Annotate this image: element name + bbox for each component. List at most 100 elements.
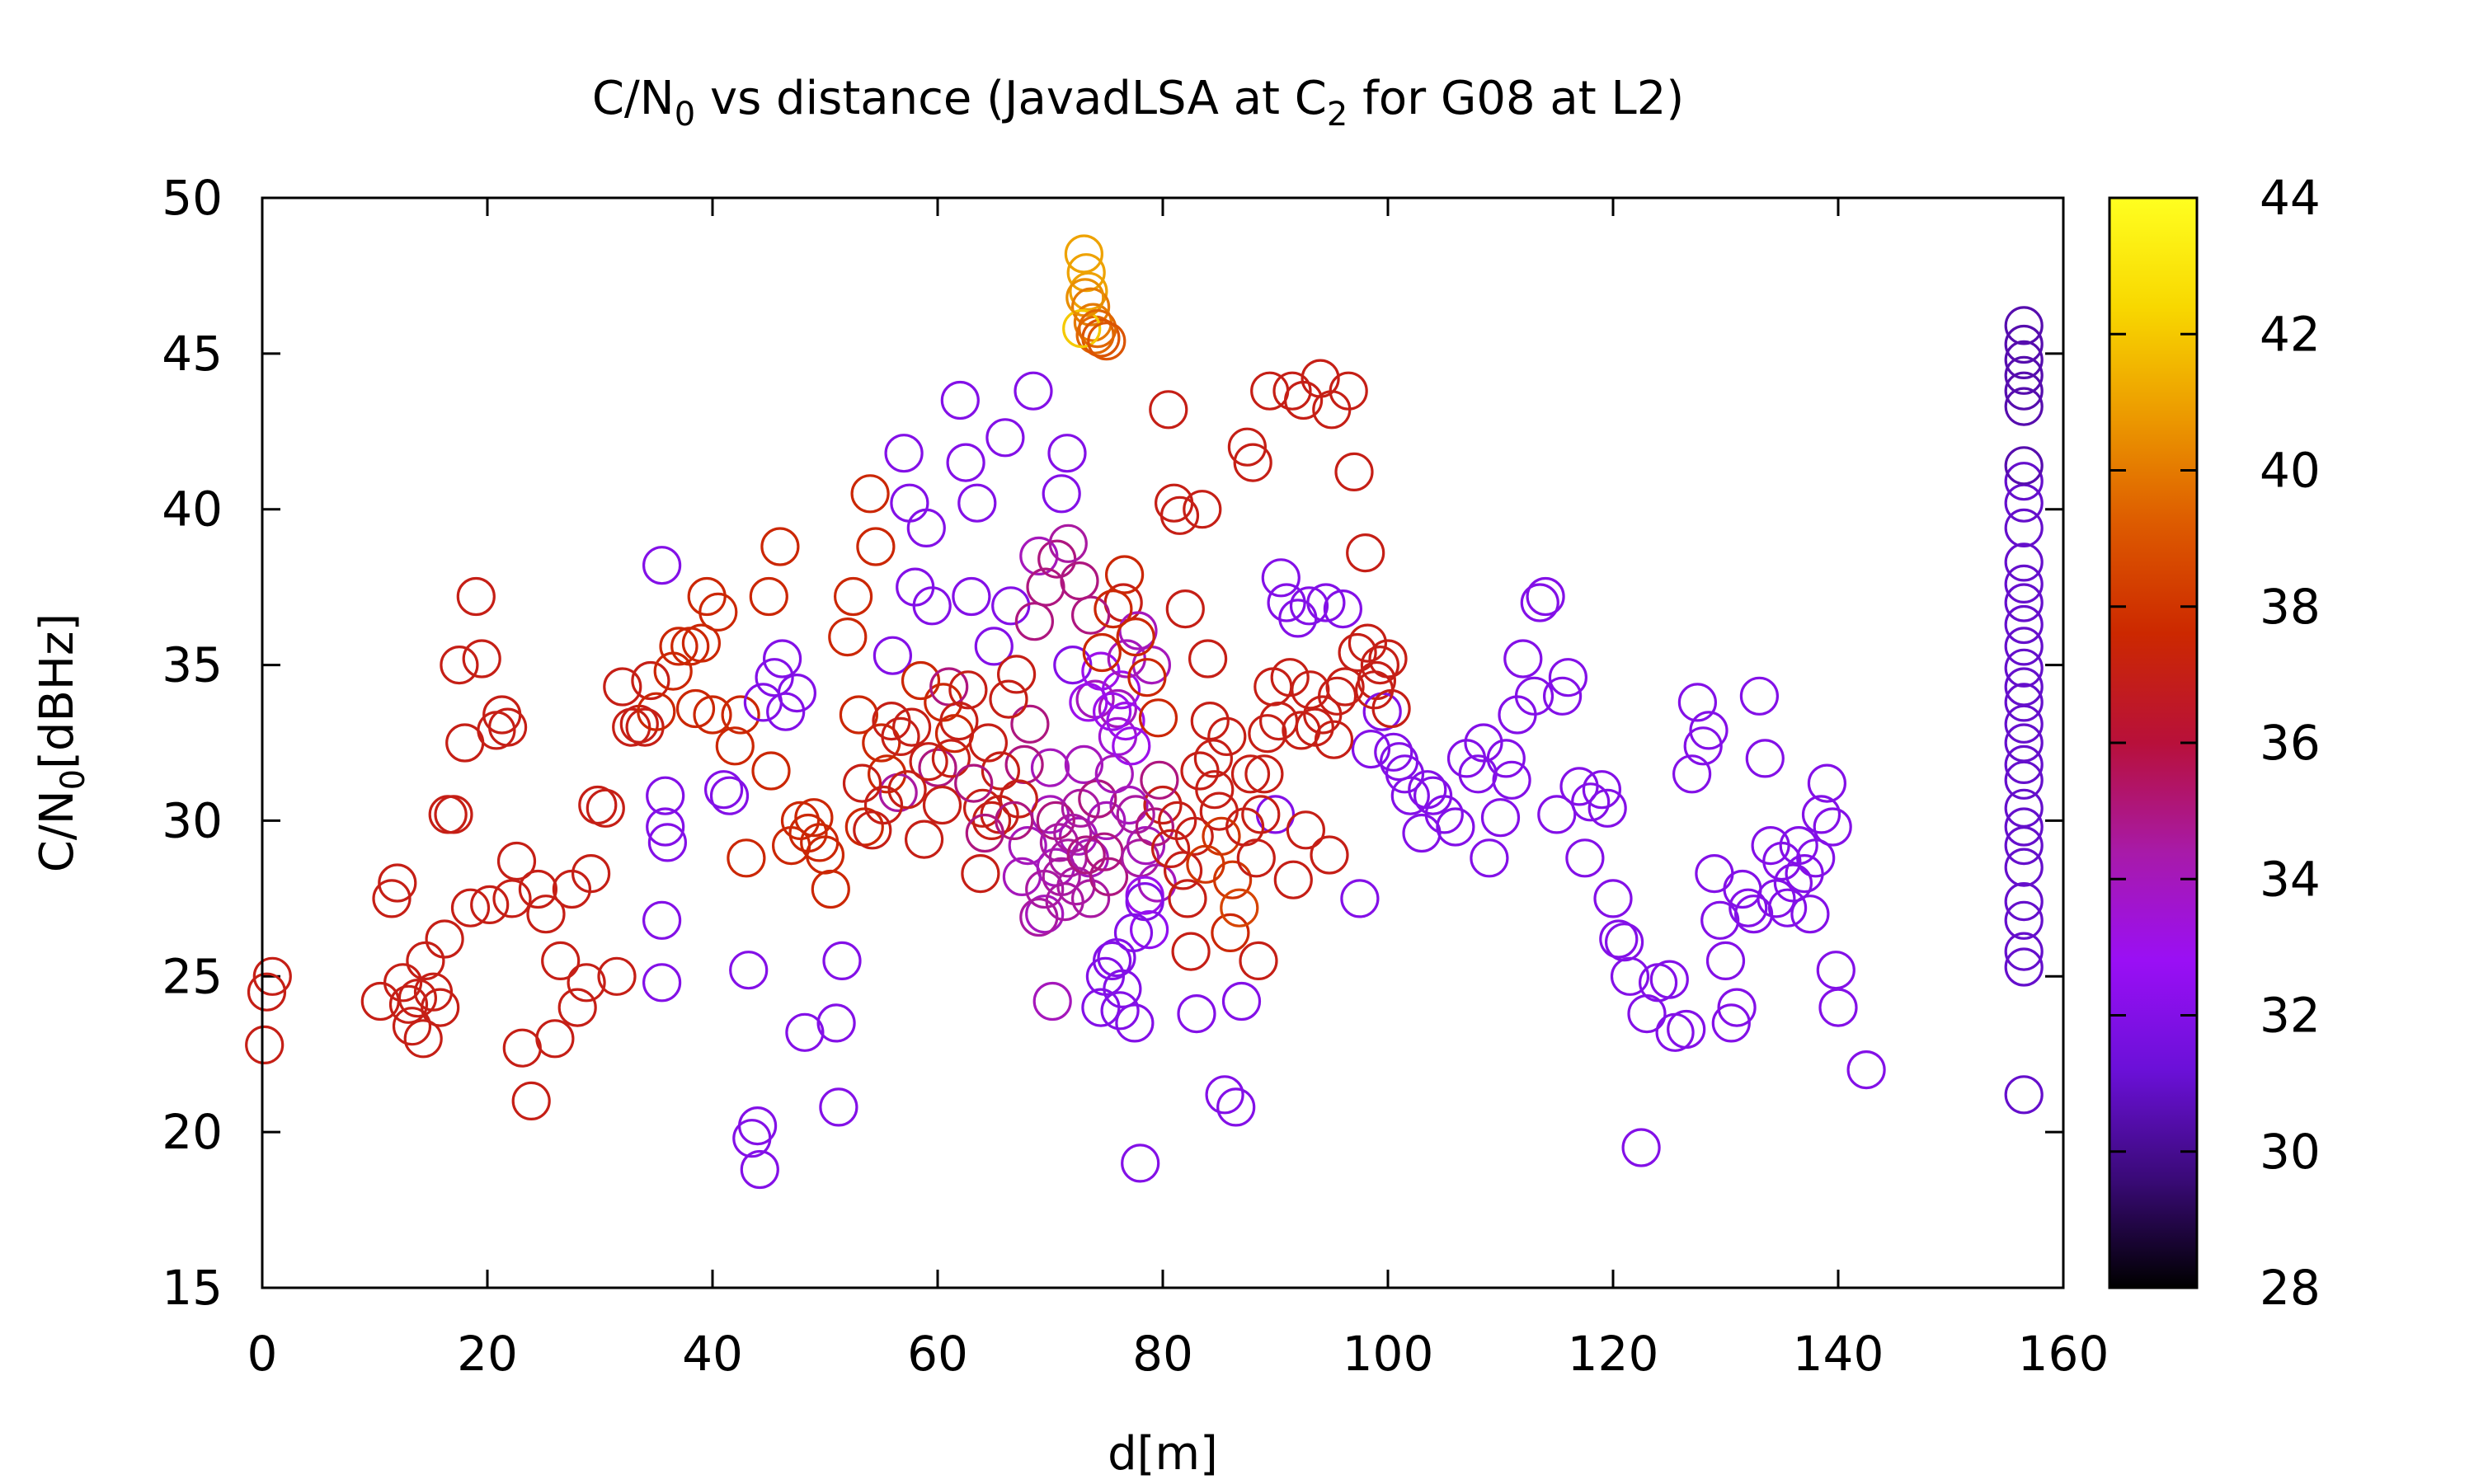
- data-points: [245, 234, 2044, 1190]
- data-point: [456, 576, 496, 617]
- data-point: [1230, 754, 1271, 794]
- data-point: [1729, 888, 1768, 928]
- data-point: [2004, 627, 2044, 666]
- data-point: [2004, 604, 2044, 645]
- data-point: [1104, 555, 1145, 594]
- y-axis-label: C/N0[dBHz]: [31, 613, 92, 872]
- data-point: [1062, 309, 1102, 349]
- data-point: [1683, 726, 1723, 766]
- data-point: [492, 879, 532, 918]
- data-point: [1325, 667, 1365, 707]
- data-point: [1135, 807, 1175, 847]
- data-point: [2004, 947, 2044, 987]
- data-point: [372, 879, 412, 918]
- data-point: [946, 443, 985, 482]
- data-point: [965, 813, 1004, 853]
- data-point: [989, 679, 1028, 719]
- data-point: [974, 627, 1014, 666]
- data-point: [1032, 981, 1072, 1021]
- data-point: [1340, 879, 1380, 918]
- data-point: [2004, 324, 2044, 364]
- data-point: [887, 770, 927, 810]
- data-point: [1082, 632, 1122, 673]
- colorbar-tick-label: 40: [2260, 443, 2321, 499]
- data-point: [1745, 739, 1785, 778]
- data-point: [1025, 895, 1065, 934]
- data-point: [1087, 801, 1126, 841]
- data-point: [1014, 602, 1055, 641]
- data-point: [603, 667, 642, 707]
- data-point: [571, 853, 611, 894]
- data-point: [1360, 645, 1400, 685]
- data-point: [1790, 895, 1830, 934]
- data-point: [406, 941, 445, 981]
- data-point: [2004, 807, 2044, 847]
- data-point: [995, 801, 1034, 841]
- data-point: [709, 776, 750, 815]
- data-point: [397, 979, 437, 1018]
- data-point: [1241, 795, 1281, 834]
- data-point: [2004, 446, 2044, 486]
- data-point: [991, 586, 1031, 626]
- colorbar-ticks: 28 30 32 34 36 38 40 42 44: [2109, 170, 2321, 1316]
- data-point: [1053, 645, 1093, 685]
- x-tick-label: 40: [682, 1326, 743, 1382]
- data-point: [1127, 658, 1167, 697]
- data-point: [2004, 340, 2044, 379]
- data-point: [780, 801, 821, 841]
- colorbar-tick-label: 28: [2260, 1260, 2321, 1316]
- data-point: [1818, 988, 1858, 1027]
- data-point: [1125, 881, 1164, 922]
- data-point: [2004, 683, 2044, 722]
- data-point: [729, 951, 769, 990]
- data-point: [1801, 795, 1841, 834]
- data-point: [839, 695, 879, 735]
- data-point: [642, 900, 682, 940]
- data-point: [1227, 427, 1268, 467]
- x-tick-label: 160: [2018, 1326, 2109, 1382]
- data-point: [703, 770, 744, 810]
- data-point: [872, 701, 911, 741]
- data-point: [1010, 704, 1050, 744]
- data-point: [1193, 739, 1234, 778]
- data-point: [1413, 776, 1453, 815]
- data-point: [968, 723, 1009, 763]
- data-point: [850, 474, 890, 514]
- x-tick-label: 0: [247, 1326, 278, 1382]
- data-point: [2004, 371, 2044, 411]
- data-point: [567, 963, 606, 1003]
- data-point: [1183, 490, 1222, 529]
- data-point: [252, 956, 292, 996]
- data-point: [727, 838, 766, 878]
- data-point: [853, 810, 892, 850]
- data-point: [1025, 869, 1065, 909]
- data-point: [1205, 1075, 1244, 1115]
- data-point: [1705, 941, 1746, 981]
- data-point: [2004, 483, 2044, 523]
- data-point: [646, 807, 685, 847]
- data-point: [1582, 770, 1622, 810]
- data-point: [721, 695, 760, 735]
- data-point: [647, 823, 688, 862]
- data-point: [1159, 495, 1200, 535]
- colorbar-tick-label: 30: [2260, 1124, 2321, 1180]
- data-point: [693, 695, 732, 735]
- data-point: [2004, 583, 2044, 622]
- data-point: [760, 527, 800, 566]
- data-point: [1070, 595, 1111, 635]
- data-point: [762, 639, 802, 679]
- data-point: [518, 869, 558, 909]
- data-point: [957, 483, 997, 523]
- data-point: [541, 941, 581, 981]
- data-point: [816, 1003, 856, 1043]
- data-point: [1089, 857, 1129, 897]
- data-point: [1070, 287, 1111, 326]
- data-point: [749, 576, 788, 617]
- data-point: [909, 742, 948, 782]
- data-point: [245, 1025, 285, 1065]
- data-point: [1677, 683, 1717, 722]
- y-tick-label: 30: [162, 792, 223, 848]
- data-point: [912, 586, 952, 626]
- data-point: [1150, 829, 1191, 869]
- data-point: [1470, 838, 1509, 878]
